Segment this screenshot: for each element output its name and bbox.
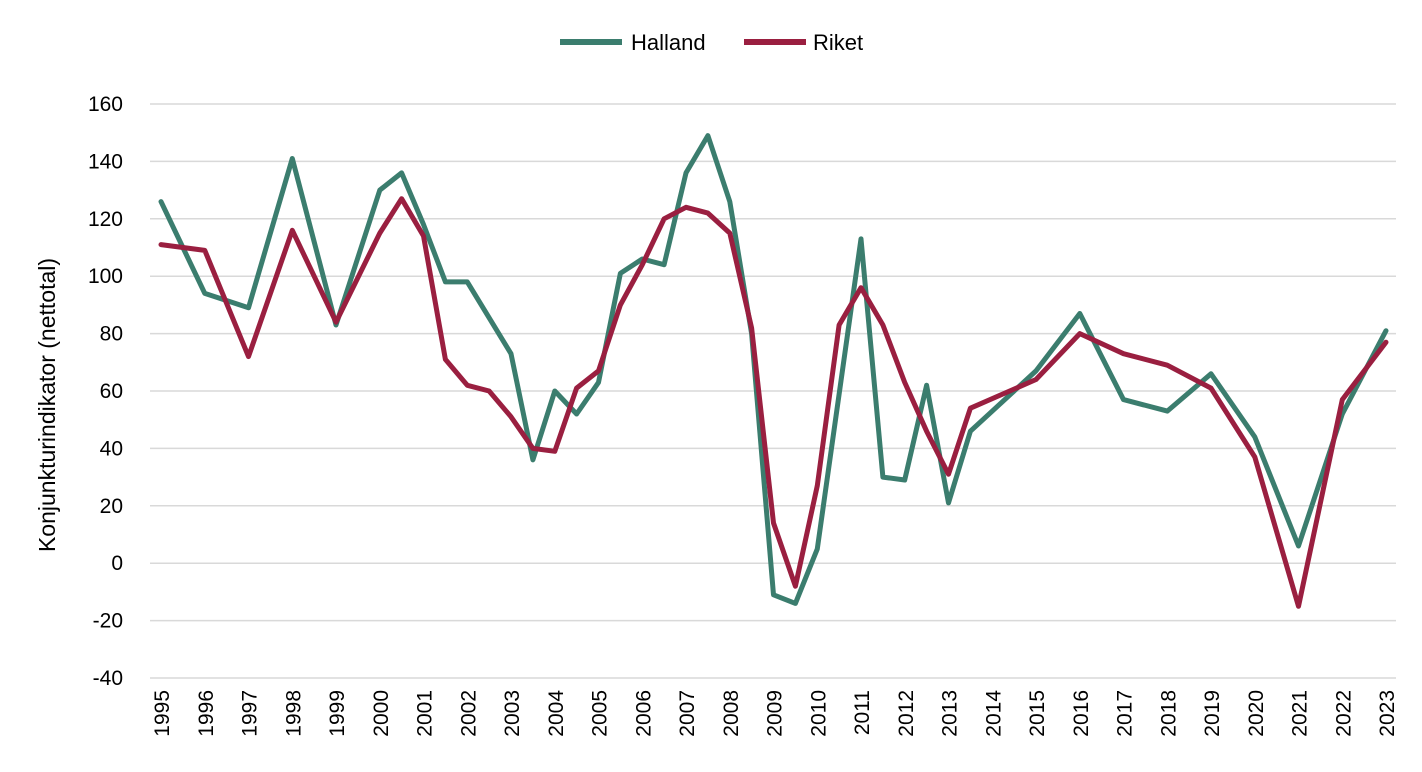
legend: Halland Riket [560, 30, 863, 55]
y-axis: -40 -20 0 20 40 60 80 100 120 140 160 [88, 93, 123, 690]
y-tick-label: -20 [93, 610, 123, 633]
x-axis: 1995 1996 1997 1998 1999 2000 2001 2002 2003 2004… [151, 690, 1399, 737]
x-tick-label: 2001 [414, 690, 437, 737]
x-tick-label: 1998 [282, 690, 305, 737]
x-tick-label: 2002 [457, 690, 480, 737]
gridlines [150, 103, 1396, 679]
x-tick-label: 2008 [720, 690, 743, 737]
x-tick-label: 2021 [1289, 690, 1312, 737]
legend-label-riket: Riket [813, 30, 863, 55]
x-tick-label: 1999 [326, 690, 349, 737]
y-tick-label: 100 [88, 265, 123, 288]
y-axis-title: Konjunkturindikator (nettotal) [34, 258, 60, 552]
x-tick-label: 2011 [851, 690, 874, 735]
x-tick-label: 2017 [1114, 690, 1137, 737]
x-tick-label: 2004 [545, 690, 568, 737]
x-tick-label: 2022 [1332, 690, 1355, 737]
series-line-riket [158, 196, 1389, 609]
x-tick-label: 2006 [632, 690, 655, 737]
y-tick-label: 40 [100, 437, 123, 460]
y-tick-label: 0 [111, 552, 123, 575]
y-tick-label: 60 [100, 380, 123, 403]
y-tick-label: 80 [100, 323, 123, 346]
y-tick-label: 20 [100, 495, 123, 518]
y-tick-label: 140 [88, 150, 123, 173]
x-tick-label: 2020 [1245, 690, 1268, 737]
x-tick-label: 2007 [676, 690, 699, 737]
x-tick-label: 2000 [370, 690, 393, 737]
y-tick-label: 120 [88, 208, 123, 231]
x-tick-label: 2005 [589, 690, 612, 737]
x-tick-label: 1996 [195, 690, 218, 737]
y-tick-label: -40 [93, 667, 123, 690]
legend-label-halland: Halland [631, 30, 706, 55]
x-tick-label: 2010 [807, 690, 830, 737]
x-tick-label: 2023 [1376, 690, 1399, 737]
x-tick-label: 2019 [1201, 690, 1224, 737]
x-tick-label: 2014 [982, 690, 1005, 737]
x-tick-label: 2012 [895, 690, 918, 737]
x-tick-label: 2013 [939, 690, 962, 737]
x-tick-label: 2015 [1026, 690, 1049, 737]
series-lines [158, 133, 1389, 609]
x-tick-label: 2003 [501, 690, 524, 737]
x-tick-label: 2009 [764, 690, 787, 737]
x-tick-label: 2018 [1157, 690, 1180, 737]
series-line-halland [158, 133, 1389, 606]
y-tick-label: 160 [88, 93, 123, 116]
x-tick-label: 2016 [1070, 690, 1093, 737]
x-tick-label: 1995 [151, 690, 174, 737]
x-tick-label: 1997 [239, 690, 262, 737]
